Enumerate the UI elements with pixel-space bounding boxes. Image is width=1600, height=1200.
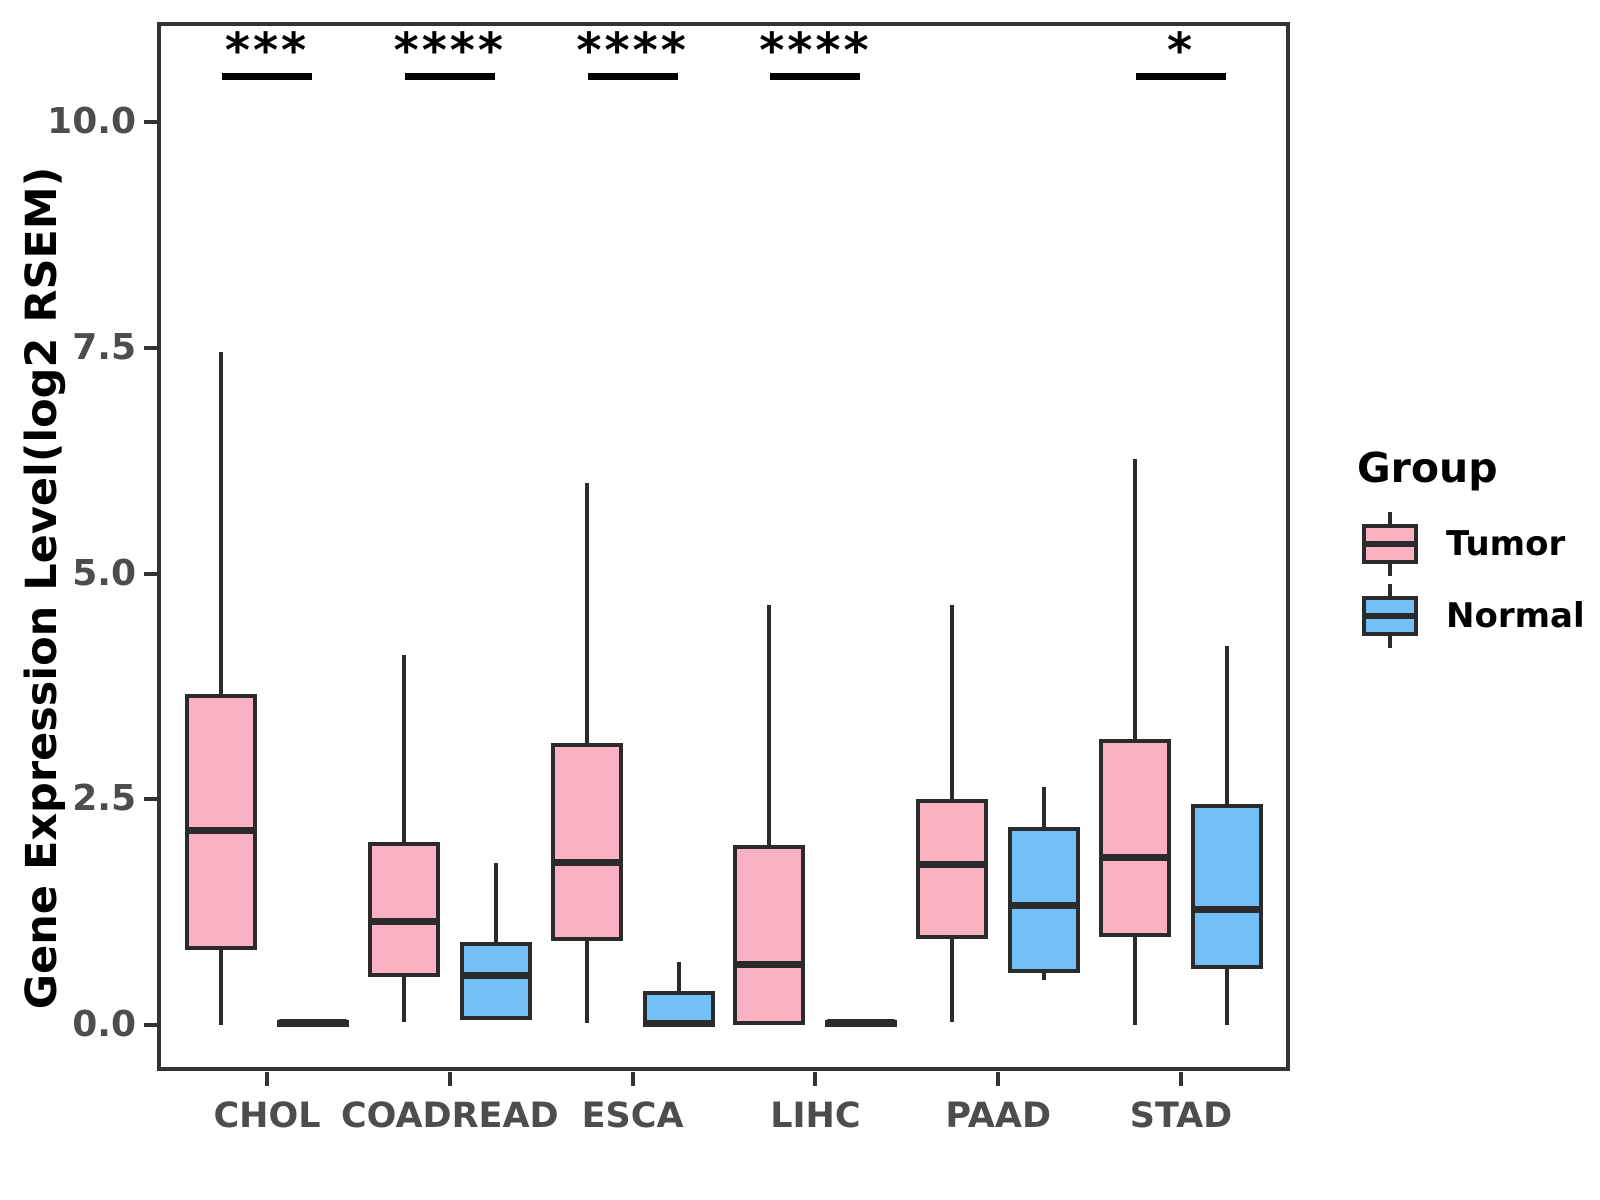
median-normal-lihc [825,1020,898,1027]
x-axis-tick-label-esca: ESCA [581,1096,684,1136]
whisker-tumor-chol [219,352,223,1025]
x-axis-tick [630,1072,635,1086]
median-tumor-esca [550,859,623,866]
whisker-tumor-coadread [401,654,406,1023]
whisker-tumor-lihc [767,605,772,1025]
significance-bar-esca [587,73,678,80]
median-normal-chol [277,1020,349,1027]
y-axis-tick [144,120,157,125]
legend-key-whisker-bottom [1388,636,1392,648]
legend-key-whisker-top [1388,512,1392,524]
box-tumor-chol [185,693,257,951]
x-axis-tick-label-paad: PAAD [945,1096,1052,1136]
median-tumor-stad [1099,854,1171,861]
significance-stars-stad: * [1166,23,1196,79]
median-normal-paad [1008,902,1081,909]
legend-label-tumor: Tumor [1446,524,1566,564]
significance-bar-chol [222,73,312,80]
plot-area: *** **** **** **** * [157,22,1290,1071]
x-axis-tick [996,1072,1001,1086]
box-normal-coadread [459,941,532,1020]
x-axis-tick [1179,1072,1183,1086]
legend-title: Group [1357,444,1498,492]
significance-stars-esca: **** [576,23,689,79]
significance-stars-coadread: **** [393,23,506,79]
median-tumor-lihc [733,961,806,968]
legend-key-normal-boxplot-icon [1362,584,1418,648]
box-tumor-esca [550,743,623,942]
box-tumor-paad [916,799,989,940]
legend-label-normal: Normal [1446,596,1585,636]
y-axis-tick-label: 2.5 [72,778,136,820]
box-tumor-lihc [733,845,806,1026]
x-axis-tick-label-chol: CHOL [213,1096,321,1136]
legend: Group Tumor Normal [1330,444,1598,652]
box-tumor-coadread [367,842,440,978]
y-axis-tick [144,571,157,576]
median-tumor-chol [185,827,257,834]
significance-bar-lihc [770,73,861,80]
box-normal-stad [1191,803,1263,970]
x-axis-tick-label-coadread: COADREAD [340,1096,559,1136]
legend-key-median [1362,613,1418,619]
box-normal-paad [1008,827,1081,973]
median-normal-coadread [459,972,532,979]
significance-stars-lihc: **** [759,23,872,79]
y-axis-tick-label: 10.0 [47,101,136,143]
x-axis-tick [447,1072,452,1086]
y-axis-tick [144,1023,157,1027]
legend-key-whisker-top [1388,584,1392,596]
x-axis-tick [813,1072,818,1086]
y-axis-tick [144,345,157,350]
median-normal-esca [642,1020,715,1027]
significance-bar-stad [1136,73,1226,80]
legend-key-whisker-bottom [1388,564,1392,576]
x-axis-tick-label-stad: STAD [1129,1096,1233,1136]
plot-panel: *** **** **** **** * [157,22,1290,1071]
significance-bar-coadread [404,73,495,80]
x-axis-tick-label-lihc: LIHC [770,1096,861,1136]
median-tumor-paad [916,861,989,868]
median-tumor-coadread [367,918,440,925]
y-axis-tick-label: 7.5 [72,326,136,368]
median-normal-stad [1191,906,1263,913]
y-axis-tick-label: 0.0 [72,1004,136,1045]
y-axis-tick-label: 5.0 [72,552,136,594]
legend-key-median [1362,541,1418,547]
legend-entry-normal: Normal [1330,580,1598,652]
x-axis-tick [265,1072,269,1086]
significance-stars-chol: *** [224,23,310,79]
whisker-normal-coadread [493,862,498,1021]
legend-entry-tumor: Tumor [1330,508,1598,580]
y-axis-tick [144,797,157,802]
legend-key-tumor-boxplot-icon [1362,512,1418,576]
box-tumor-stad [1099,738,1171,937]
